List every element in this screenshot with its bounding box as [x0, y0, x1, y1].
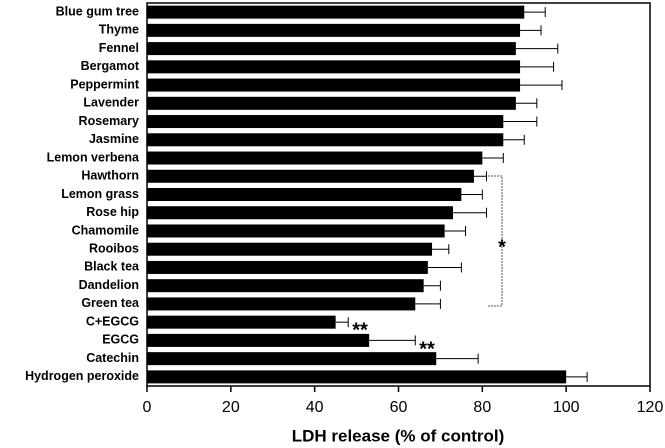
bar: [147, 297, 416, 311]
y-tick-label: C+EGCG: [86, 314, 139, 328]
error-bar: [432, 244, 450, 255]
y-tick-label: Lavender: [83, 96, 139, 110]
error-bar: [515, 98, 538, 109]
bar: [147, 315, 336, 329]
y-tick-label: Rosemary: [79, 114, 139, 128]
error-bar: [473, 171, 488, 182]
error-bar: [427, 262, 462, 273]
y-tick-label: Peppermint: [70, 77, 140, 91]
x-tick-label: 40: [306, 399, 324, 416]
significance-bracket: [485, 175, 503, 307]
y-tick-label: Dandelion: [79, 278, 139, 292]
y-tick-label: EGCG: [102, 333, 139, 347]
bar: [147, 370, 567, 384]
x-axis-label: LDH release (% of control): [292, 426, 505, 445]
bar: [147, 96, 516, 110]
bar: [147, 23, 521, 37]
y-tick-label: Chamomile: [72, 223, 139, 237]
bar: [147, 333, 370, 347]
bar: [147, 224, 445, 238]
x-tick-label: 100: [553, 399, 580, 416]
y-tick-label: Bergamot: [81, 59, 140, 73]
bar: [147, 78, 521, 92]
error-bar: [415, 298, 441, 309]
error-bar: [524, 7, 546, 18]
bar: [147, 242, 433, 256]
error-bar: [520, 25, 542, 36]
y-tick-label: Blue gum tree: [56, 4, 139, 18]
bar: [147, 260, 428, 274]
y-tick-label: Hydrogen peroxide: [25, 369, 139, 383]
bar: [147, 151, 483, 165]
error-bar: [503, 134, 525, 145]
error-bar: [436, 353, 479, 364]
error-bar: [503, 116, 538, 127]
x-tick-label: 60: [390, 399, 408, 416]
error-bar: [369, 335, 416, 346]
x-tick-label: 20: [222, 399, 240, 416]
x-tick-label: 80: [473, 399, 491, 416]
y-tick-label: Rose hip: [86, 205, 139, 219]
y-tick-label: Lemon grass: [61, 187, 139, 201]
y-tick-label: Rooibos: [89, 242, 139, 256]
error-bar: [520, 80, 563, 91]
bar: [147, 352, 437, 366]
bar: [147, 60, 521, 74]
y-tick-label: Black tea: [84, 260, 140, 274]
error-bar: [515, 43, 559, 54]
bar: [147, 115, 504, 129]
annotation: *: [498, 236, 506, 258]
error-bar: [482, 153, 504, 164]
error-bar: [444, 225, 467, 236]
bar: [147, 5, 525, 19]
bar: [147, 169, 474, 183]
bar: [147, 279, 424, 293]
y-tick-label: Thyme: [99, 23, 139, 37]
y-tick-label: Lemon verbena: [47, 150, 140, 164]
error-bar: [520, 61, 555, 72]
error-bar: [423, 280, 441, 291]
bar: [147, 133, 504, 147]
y-tick-label: Green tea: [81, 296, 140, 310]
x-tick-label: 120: [637, 399, 664, 416]
error-bar: [335, 317, 349, 328]
y-tick-label: Catechin: [86, 351, 139, 365]
bar: [147, 42, 516, 56]
error-bar: [452, 207, 488, 218]
bar: [147, 206, 453, 220]
y-tick-label: Fennel: [99, 41, 139, 55]
y-tick-label: Jasmine: [89, 132, 139, 146]
x-tick-label: 0: [143, 399, 152, 416]
error-bar: [461, 189, 483, 200]
error-bar: [566, 371, 588, 382]
bar: [147, 188, 462, 201]
y-tick-label: Hawthorn: [81, 169, 139, 183]
